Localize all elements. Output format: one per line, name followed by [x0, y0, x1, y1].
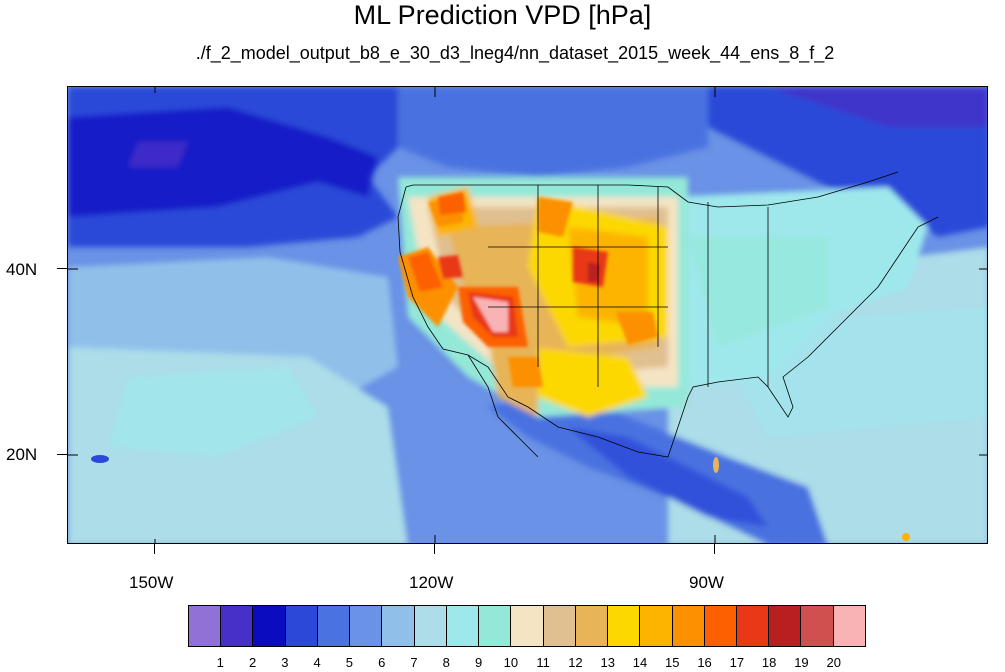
lat-label-20n: 20N — [6, 445, 38, 464]
colorbar-swatch — [446, 606, 480, 646]
colorbar-level-label: 10 — [503, 655, 519, 670]
map-panel — [67, 86, 988, 544]
colorbar-swatch — [317, 606, 351, 646]
colorbar-level-label: 14 — [632, 655, 648, 670]
colorbar-swatch — [414, 606, 447, 646]
lat-tick-40n — [57, 268, 67, 269]
colorbar-swatch — [575, 606, 609, 646]
colorbar-swatch — [285, 606, 318, 646]
colorbar-level-label: 8 — [442, 655, 450, 670]
colorbar-level-label: 19 — [794, 655, 809, 670]
hawaii-island — [91, 455, 109, 463]
colorbar-level-label: 12 — [568, 655, 583, 670]
colorbar-level-label: 11 — [536, 655, 550, 670]
colorbar-level-label: 20 — [826, 655, 841, 670]
colorbar-level-label: 9 — [474, 655, 483, 670]
colorbar-level-label: 16 — [697, 655, 712, 670]
colorbar-level-label: 13 — [600, 655, 615, 670]
colorbar-swatch — [253, 606, 286, 646]
lon-label-120w: 120W — [409, 573, 454, 592]
colorbar-level-label: 7 — [410, 655, 418, 670]
colorbar-swatch — [672, 606, 705, 646]
caribbean-hotspot — [902, 533, 910, 541]
colorbar-level-label: 3 — [281, 655, 289, 670]
lat-tick-20n — [57, 454, 67, 455]
coastline-outlines — [397, 171, 939, 458]
yucatan-hotspot — [713, 457, 719, 473]
colorbar-swatch — [801, 606, 834, 646]
colorbar-level-label: 15 — [665, 655, 680, 670]
colorbar-level-label: 5 — [345, 655, 354, 670]
colorbar-level-label: 2 — [248, 655, 257, 670]
colorbar — [188, 605, 866, 647]
colorbar-swatch — [479, 606, 512, 646]
map-subtitle: ./f_2_model_output_b8_e_30_d3_lneg4/nn_d… — [195, 43, 835, 63]
colorbar-swatch — [640, 606, 673, 646]
vpd-field-map — [68, 87, 987, 543]
map-title: ML Prediction VPD [hPa] — [353, 0, 652, 30]
lon-tick-90w — [714, 544, 715, 554]
map-ticks — [68, 87, 987, 543]
lon-label-150w: 150W — [129, 573, 174, 592]
colorbar-swatch — [833, 606, 865, 646]
colorbar-swatch — [704, 606, 737, 646]
lon-label-90w: 90W — [689, 573, 724, 592]
colorbar-swatch — [543, 606, 576, 646]
colorbar-level-label: 17 — [729, 655, 745, 670]
colorbar-swatch — [608, 606, 641, 646]
colorbar-level-label: 18 — [761, 655, 777, 670]
colorbar-level-label: 4 — [313, 655, 321, 670]
colorbar-swatch — [382, 606, 415, 646]
colorbar-swatch — [189, 606, 222, 646]
colorbar-swatch — [350, 606, 383, 646]
lat-label-40n: 40N — [6, 260, 38, 279]
colorbar-level-label: 6 — [378, 655, 386, 670]
colorbar-level-label: 1 — [216, 655, 224, 670]
lon-tick-120w — [434, 544, 435, 554]
colorbar-swatch — [736, 606, 770, 646]
colorbar-swatch — [511, 606, 544, 646]
colorbar-swatch — [221, 606, 254, 646]
lon-tick-150w — [154, 544, 155, 554]
colorbar-swatch — [769, 606, 802, 646]
